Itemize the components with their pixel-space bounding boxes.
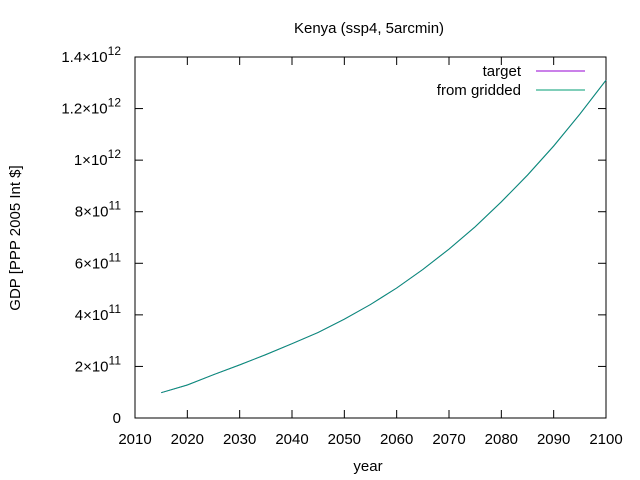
y-tick-label: 4×1011: [75, 302, 122, 324]
y-tick-label: 8×1011: [75, 199, 122, 221]
y-axis-label: GDP [PPP 2005 Int $]: [7, 165, 24, 310]
y-tick-label: 1×1012: [74, 147, 121, 169]
x-tick-label: 2060: [380, 431, 413, 448]
x-tick-label: 2040: [275, 431, 308, 448]
y-tick-label: 1.4×1012: [61, 44, 121, 66]
y-tick-label: 0: [113, 410, 121, 427]
legend: target from gridded: [437, 63, 585, 99]
x-tick-label: 2070: [432, 431, 465, 448]
series-line-1: [161, 79, 607, 394]
x-tick-label: 2010: [118, 431, 151, 448]
y-tick-label: 6×1011: [75, 250, 122, 272]
y-tick-label: 1.2×1012: [61, 96, 121, 118]
y-axis: 0 2×1011 4×1011 6×1011 8×1011 1×1012 1.2×1012 1…: [61, 44, 606, 427]
x-tick-label: 2020: [171, 431, 204, 448]
x-tick-label: 2050: [328, 431, 361, 448]
x-tick-label: 2090: [537, 431, 570, 448]
x-axis: 2010 2020 2030 2040 2050 2060 2070 2080 2090 2100: [118, 57, 623, 448]
x-tick-label: 2100: [589, 431, 622, 448]
legend-label: target: [483, 63, 522, 80]
legend-label: from gridded: [437, 82, 521, 99]
x-axis-label: year: [353, 458, 382, 475]
x-tick-label: 2080: [485, 431, 518, 448]
plot-frame: [134, 56, 607, 419]
series-line-0: [161, 79, 607, 394]
chart-title: Kenya (ssp4, 5arcmin): [294, 20, 444, 37]
x-tick-label: 2030: [223, 431, 256, 448]
y-tick-label: 2×1011: [75, 353, 122, 375]
series-lines: [161, 79, 607, 394]
